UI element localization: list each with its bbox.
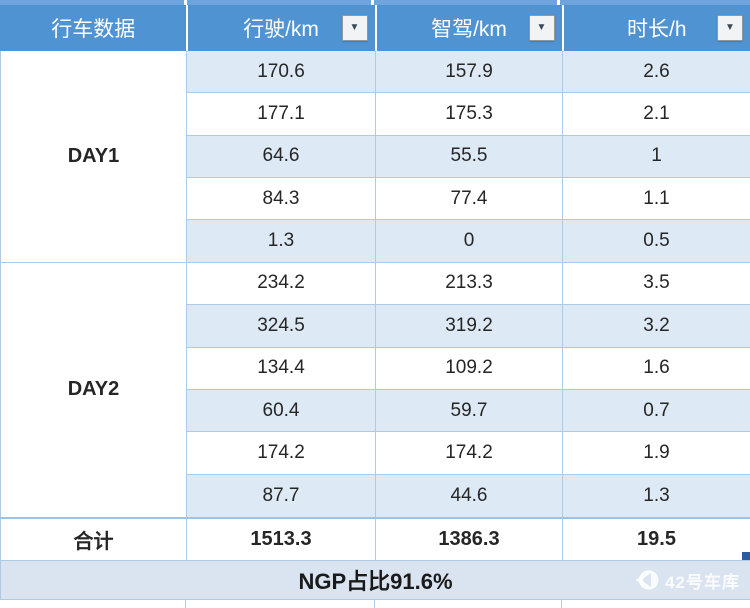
watermark-text: 42号车库 [665,572,740,592]
cell[interactable]: 1.6 [562,346,750,390]
cell[interactable]: 213.3 [375,261,563,306]
top-strip-segment [187,0,371,5]
cell[interactable]: 87.7 [186,473,376,519]
bottom-strip-segment [562,600,750,608]
cell[interactable]: 60.4 [186,388,376,433]
header-cell-duration[interactable]: 时长/h ▼ [562,5,750,51]
cell[interactable]: 174.2 [375,431,563,475]
header-distance-label: 行驶/km [243,18,319,41]
cell[interactable]: 77.4 [375,177,563,221]
cell[interactable]: 64.6 [186,134,376,179]
cell[interactable]: 134.4 [186,346,376,390]
total-autopilot[interactable]: 1386.3 [375,516,563,561]
driving-data-table: 行车数据 行驶/km ▼ 智驾/km ▼ 时长/h ▼ DAY1 170.6 1… [0,5,750,600]
cell[interactable]: 3.2 [562,304,750,348]
column-divider [184,0,187,5]
table-row: 134.4 109.2 1.6 [1,346,750,390]
header-cell-autopilot[interactable]: 智驾/km ▼ [375,5,564,51]
table-row: DAY1 170.6 157.9 2.6 [0,49,750,263]
cell[interactable]: 55.5 [375,134,563,179]
cell[interactable]: 2.6 [562,49,750,94]
bottom-strip-segment [186,600,375,608]
table-row: 64.6 55.5 1 [1,134,750,179]
group-label-day1[interactable]: DAY1 [0,50,187,263]
cropped-row-top [0,0,750,5]
watermark-logo-icon [635,570,659,590]
cell[interactable]: 1.1 [562,177,750,221]
chevron-down-icon: ▼ [349,22,360,33]
total-duration-value: 19.5 [637,527,676,550]
cropped-row-bottom [0,600,750,608]
column-divider [557,0,560,5]
total-distance[interactable]: 1513.3 [186,516,376,561]
header-row: 行车数据 行驶/km ▼ 智驾/km ▼ 时长/h ▼ [0,5,750,51]
filter-dropdown-button[interactable]: ▼ [528,15,555,41]
cell[interactable]: 109.2 [375,346,563,390]
table-row: DAY2 234.2 213.3 3.5 [0,261,750,519]
cell[interactable]: 59.7 [375,388,563,433]
summary-row: NGP占比91.6% 42号车库 [0,560,750,600]
column-divider [371,0,374,5]
cell[interactable]: 319.2 [375,304,563,348]
watermark: 42号车库 [633,567,740,593]
table-row: 60.4 59.7 0.7 [1,388,750,433]
cell[interactable]: 157.9 [375,49,563,94]
cell[interactable]: 0.5 [562,219,750,263]
chevron-down-icon: ▼ [536,22,547,33]
ngp-ratio-label: NGP占比91.6% [298,569,453,594]
chevron-down-icon: ▼ [725,22,735,33]
cell[interactable]: 1.9 [562,431,750,475]
summary-cell[interactable]: NGP占比91.6% 42号车库 [0,560,750,600]
fill-handle[interactable] [742,552,750,560]
bottom-strip-segment [375,600,562,608]
cell[interactable]: 0 [375,219,563,263]
header-duration-label: 时长/h [626,18,687,41]
cell[interactable]: 1.3 [186,219,376,263]
group-label-day2[interactable]: DAY2 [0,261,187,519]
header-autopilot-label: 智驾/km [431,18,507,41]
cell[interactable]: 234.2 [186,261,376,306]
cell[interactable]: 174.2 [186,431,376,475]
cell[interactable]: 0.7 [562,388,750,433]
header-cell-corner[interactable]: 行车数据 [0,5,188,51]
corner-header-label: 行车数据 [51,18,136,41]
cell[interactable]: 2.1 [562,92,750,136]
table-row: 1.3 0 0.5 [1,219,750,263]
table-row: 87.7 44.6 1.3 [1,473,750,519]
total-label[interactable]: 合计 [0,516,187,561]
cell[interactable]: 1 [562,134,750,179]
filter-dropdown-button[interactable]: ▼ [717,15,743,41]
cell[interactable]: 170.6 [186,49,376,94]
cell[interactable]: 324.5 [186,304,376,348]
top-strip-segment [374,0,557,5]
top-strip-segment [0,0,184,5]
cell[interactable]: 3.5 [562,261,750,306]
cell[interactable]: 84.3 [186,177,376,221]
top-strip-segment [560,0,750,5]
bottom-strip-segment [0,600,186,608]
table-row: 174.2 174.2 1.9 [1,431,750,475]
cell[interactable]: 44.6 [375,473,563,519]
cell[interactable]: 175.3 [375,92,563,136]
total-row: 合计 1513.3 1386.3 19.5 [0,516,750,561]
header-cell-distance[interactable]: 行驶/km ▼ [186,5,377,51]
table-row: 84.3 77.4 1.1 [1,177,750,221]
filter-dropdown-button[interactable]: ▼ [341,15,368,41]
cell[interactable]: 177.1 [186,92,376,136]
cell[interactable]: 1.3 [562,473,750,519]
total-duration[interactable]: 19.5 [562,516,750,561]
